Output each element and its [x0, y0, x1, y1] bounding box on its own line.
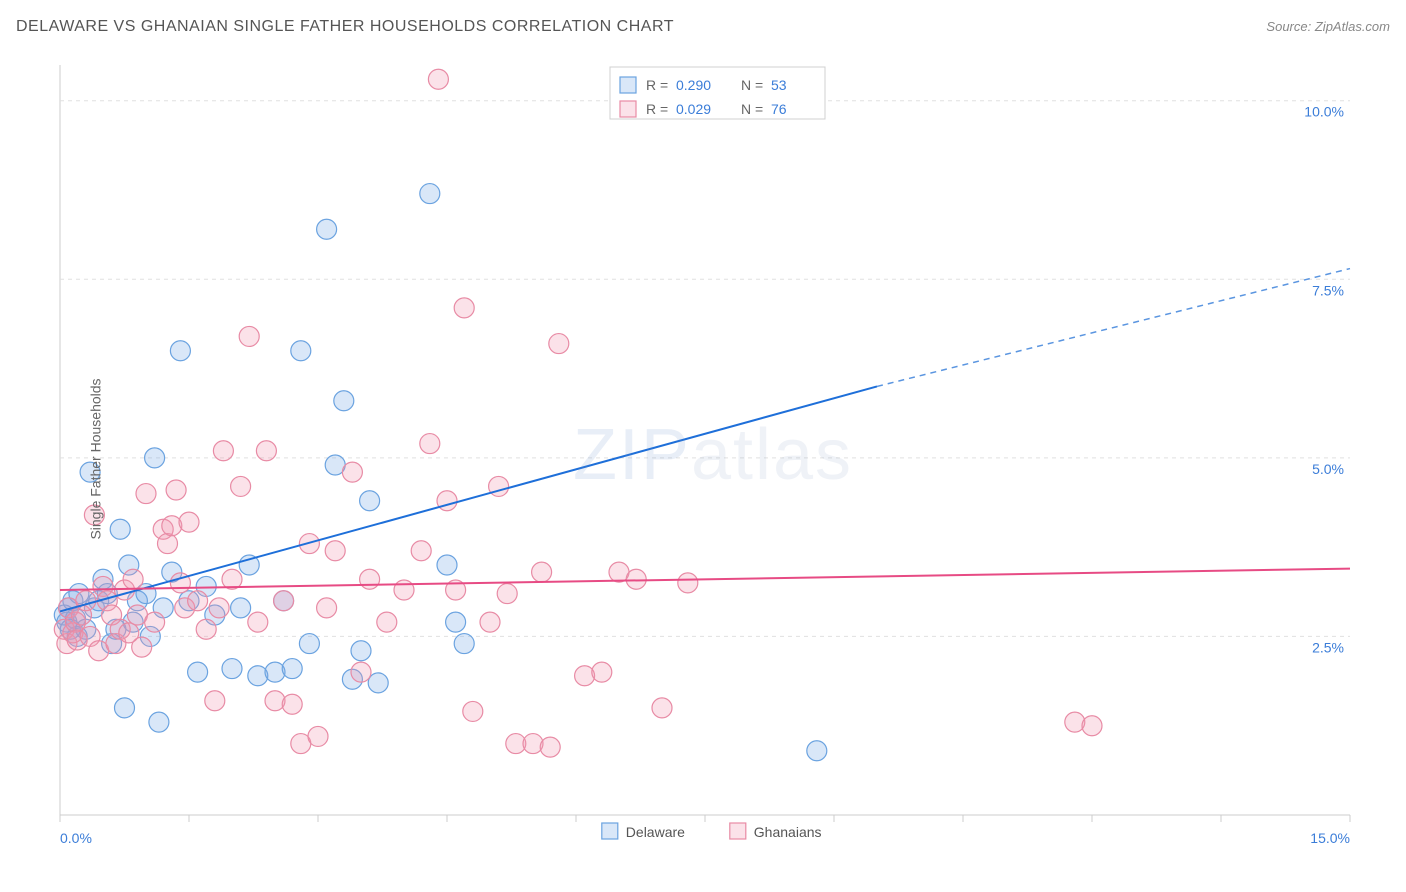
series-delaware	[54, 184, 827, 761]
svg-text:0.0%: 0.0%	[60, 830, 92, 846]
svg-text:5.0%: 5.0%	[1312, 461, 1344, 477]
svg-text:N =: N =	[741, 77, 763, 93]
svg-text:0.029: 0.029	[676, 101, 711, 117]
chart-title: DELAWARE VS GHANAIAN SINGLE FATHER HOUSE…	[16, 18, 674, 36]
svg-text:76: 76	[771, 101, 787, 117]
svg-text:R =: R =	[646, 77, 668, 93]
chart-header: DELAWARE VS GHANAIAN SINGLE FATHER HOUSE…	[16, 18, 1390, 36]
svg-text:Ghanaians: Ghanaians	[754, 824, 822, 840]
svg-text:0.290: 0.290	[676, 77, 711, 93]
svg-text:R =: R =	[646, 101, 668, 117]
series-ghanaians	[54, 69, 1102, 757]
svg-text:7.5%: 7.5%	[1312, 282, 1344, 298]
svg-text:2.5%: 2.5%	[1312, 639, 1344, 655]
svg-text:N =: N =	[741, 101, 763, 117]
scatter-chart: 2.5% 5.0% 7.5% 10.0% 0.0% 15.0% R = 0.290 N = 53 R…	[45, 55, 1381, 862]
svg-text:Delaware: Delaware	[626, 824, 685, 840]
y-axis-label: Single Father Households	[88, 378, 104, 539]
chart-container: Single Father Households ZIPatlas 2.5%5.…	[45, 55, 1381, 862]
chart-source: Source: ZipAtlas.com	[1266, 19, 1390, 34]
svg-text:53: 53	[771, 77, 787, 93]
svg-text:15.0%: 15.0%	[1310, 830, 1350, 846]
svg-text:10.0%: 10.0%	[1304, 104, 1344, 120]
